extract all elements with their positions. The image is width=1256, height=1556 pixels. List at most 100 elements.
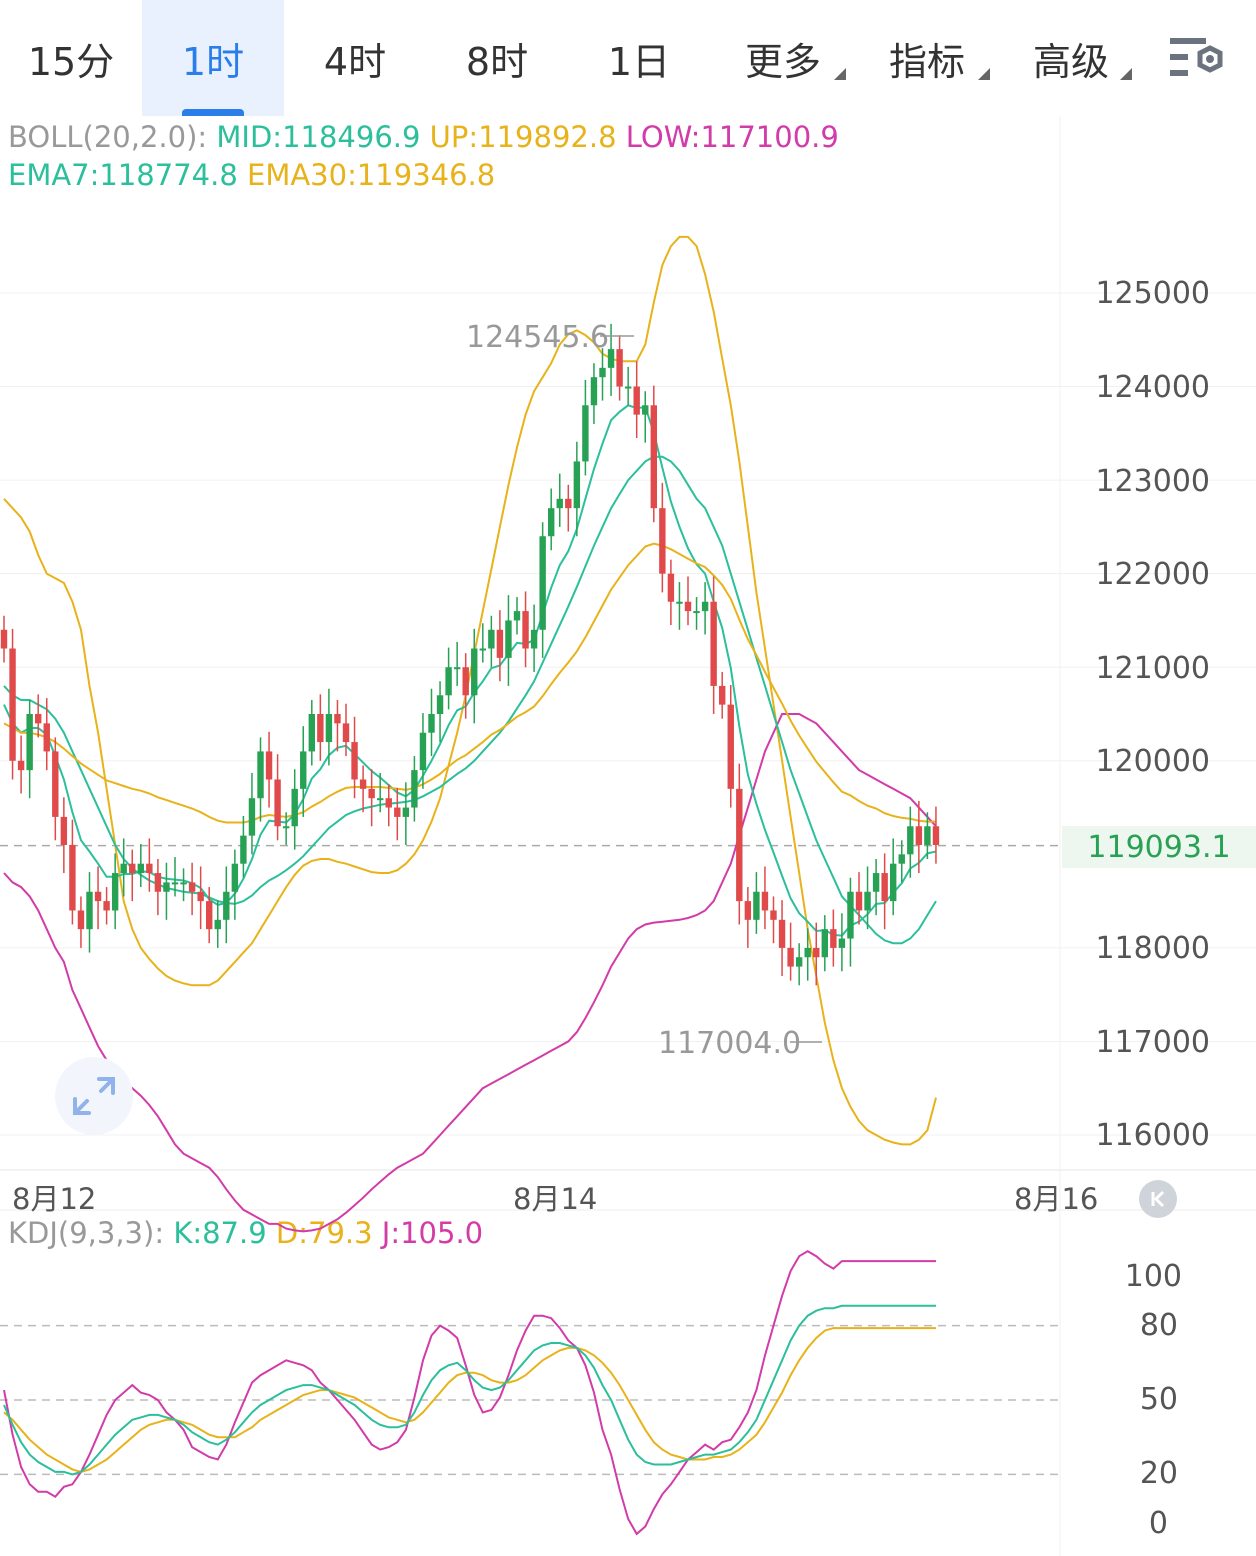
kdj-tick: 0	[1148, 1506, 1168, 1541]
tab-label: 4时	[323, 39, 387, 84]
candle-body	[513, 611, 521, 621]
candle-body	[248, 798, 256, 836]
candle-body	[129, 863, 136, 874]
timeframe-tabs: 15分 1时 4时 8时 1日 更多 指标 高级	[0, 0, 1256, 116]
y-tick: 117000	[1095, 1025, 1210, 1060]
candle-body	[684, 601, 692, 612]
x-tick: 8月16	[1014, 1182, 1099, 1216]
candle-body	[359, 779, 367, 789]
boll-upper-line	[3, 235, 937, 1146]
candle-body	[274, 779, 281, 827]
candle-body	[642, 405, 649, 415]
kdj-d-line	[3, 1327, 936, 1473]
tab-label: 8时	[465, 39, 529, 84]
boll-label: BOLL(20,2.0):	[8, 120, 208, 154]
candle-body	[86, 891, 93, 930]
kdj-d: D:79.3	[275, 1216, 373, 1250]
candle-body	[488, 629, 495, 649]
candle-body	[291, 788, 298, 827]
kdj-k-line	[3, 1304, 936, 1476]
y-tick: 125000	[1095, 276, 1210, 311]
candle-body	[43, 723, 50, 752]
candle-body	[94, 891, 102, 902]
active-tab-indicator	[182, 109, 244, 116]
tab-8h[interactable]: 8时	[426, 0, 568, 116]
candle-body	[898, 854, 905, 864]
candle-body	[111, 873, 119, 911]
candle-body	[573, 461, 581, 509]
candle-body	[411, 770, 418, 808]
candle-body	[197, 891, 204, 902]
kdj-j: J:105.0	[381, 1216, 484, 1250]
candle-body	[744, 901, 752, 920]
candle-body	[0, 629, 8, 649]
candle-body	[624, 386, 632, 389]
candle-body	[35, 714, 42, 724]
tab-label: 1时	[181, 39, 245, 84]
candle-body	[924, 826, 931, 845]
tab-label: 更多	[744, 39, 821, 84]
candle-body	[659, 508, 666, 574]
dropdown-triangle-icon	[1120, 68, 1132, 80]
candle-body	[727, 704, 734, 789]
scroll-to-start-button[interactable]	[1139, 1180, 1177, 1218]
tab-advanced[interactable]: 高级	[1006, 0, 1136, 116]
ema-legend: EMA7:118774.8 EMA30:119346.8	[8, 158, 495, 192]
candle-body	[69, 844, 76, 911]
candle-body	[522, 611, 529, 649]
y-tick: 123000	[1095, 464, 1210, 499]
candle-body	[907, 826, 914, 855]
candle-body	[428, 714, 435, 733]
candle-body	[103, 901, 110, 911]
candle-body	[154, 873, 162, 892]
boll-lower-line	[3, 713, 937, 1233]
candle-body	[830, 929, 837, 948]
candle-body	[214, 919, 221, 930]
tab-1h[interactable]: 1时	[142, 0, 284, 116]
boll-mid: MID:118496.9	[216, 120, 421, 154]
kdj-label: KDJ(9,3,3):	[8, 1216, 165, 1250]
x-tick: 8月14	[513, 1182, 598, 1216]
candle-body	[257, 751, 264, 799]
candle-body	[453, 667, 461, 670]
expand-chart-button[interactable]	[55, 1057, 133, 1135]
candle-body	[120, 863, 127, 874]
candle-body	[753, 891, 760, 920]
candle-body	[719, 685, 726, 705]
candle-body	[650, 405, 657, 509]
candle-body	[496, 629, 504, 658]
boll-low: LOW:117100.9	[625, 120, 839, 154]
tab-label: 高级	[1032, 39, 1109, 84]
candle-body	[402, 807, 410, 817]
candle-body	[667, 573, 675, 602]
candle-body	[701, 601, 709, 612]
candle-body	[308, 714, 315, 752]
kdj-legend: KDJ(9,3,3): K:87.9 D:79.3 J:105.0	[8, 1216, 483, 1250]
candle-body	[188, 882, 196, 892]
chart-settings-icon[interactable]	[1168, 34, 1228, 82]
tab-label: 指标	[888, 39, 965, 84]
tab-4h[interactable]: 4时	[284, 0, 426, 116]
candle-body	[163, 882, 170, 892]
candle-body	[265, 751, 273, 780]
tab-more[interactable]: 更多	[718, 0, 848, 116]
candle-body	[821, 929, 828, 958]
candle-body	[607, 349, 615, 368]
x-tick: 8月12	[12, 1182, 97, 1216]
candle-body	[872, 873, 880, 892]
tab-15m[interactable]: 15分	[0, 0, 142, 116]
kdj-tick: 100	[1124, 1259, 1182, 1294]
candle-body	[77, 910, 85, 930]
tab-1d[interactable]: 1日	[568, 0, 710, 116]
candle-body	[556, 498, 563, 509]
candle-body	[377, 798, 384, 801]
boll-legend: BOLL(20,2.0): MID:118496.9 UP:119892.8 L…	[8, 120, 839, 154]
candle-body	[240, 835, 247, 864]
y-tick: 121000	[1095, 651, 1210, 686]
ema30-value: EMA30:119346.8	[247, 158, 496, 192]
tab-indicators[interactable]: 指标	[862, 0, 992, 116]
candle-body	[548, 508, 555, 537]
candle-body	[171, 882, 179, 885]
candle-body	[915, 826, 923, 845]
